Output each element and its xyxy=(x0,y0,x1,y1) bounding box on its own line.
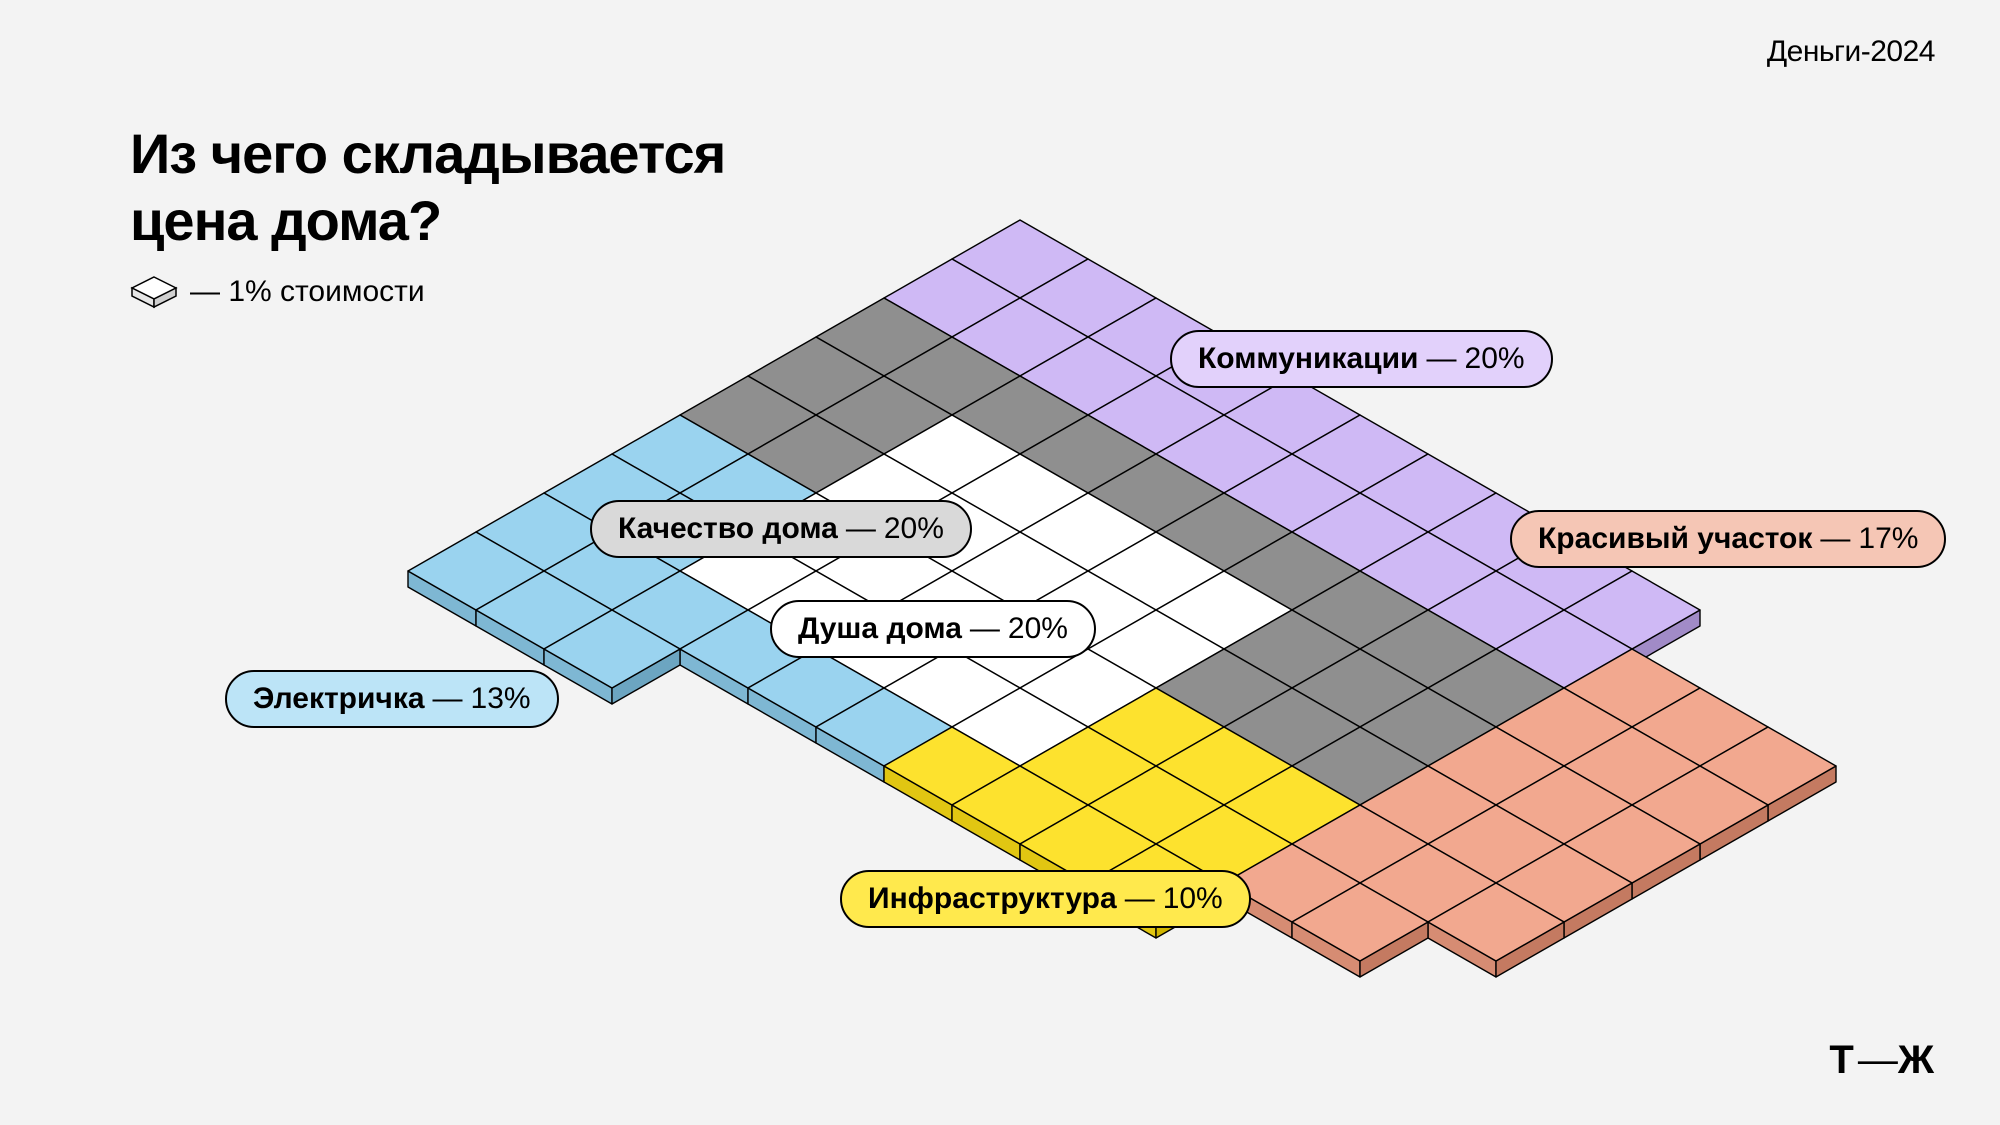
pill-value: 20% xyxy=(1008,612,1068,646)
pill-separator: — xyxy=(433,682,463,716)
pill-name: Красивый участок xyxy=(1538,522,1812,556)
brand-logo: Т—Ж xyxy=(1829,1038,1938,1083)
pill-name: Качество дома xyxy=(618,512,838,546)
pill-name: Коммуникации xyxy=(1198,342,1419,376)
label-pill-soul: Душа дома—20% xyxy=(770,600,1096,658)
label-pill-comms: Коммуникации—20% xyxy=(1170,330,1553,388)
label-pill-train: Электричка—13% xyxy=(225,670,559,728)
pill-name: Электричка xyxy=(253,682,425,716)
label-pill-plot: Красивый участок—17% xyxy=(1510,510,1946,568)
pill-name: Инфраструктура xyxy=(868,882,1117,916)
label-pill-quality: Качество дома—20% xyxy=(590,500,972,558)
pill-separator: — xyxy=(970,612,1000,646)
pill-value: 17% xyxy=(1858,522,1918,556)
label-pill-infra: Инфраструктура—10% xyxy=(840,870,1251,928)
header-tag: Деньги-2024 xyxy=(1767,35,1935,69)
pill-separator: — xyxy=(1820,522,1850,556)
pill-name: Душа дома xyxy=(798,612,962,646)
pill-value: 20% xyxy=(1465,342,1525,376)
pill-separator: — xyxy=(1427,342,1457,376)
pill-separator: — xyxy=(1125,882,1155,916)
infographic-canvas: Деньги-2024 Из чего складывается цена до… xyxy=(0,0,2000,1125)
pill-value: 10% xyxy=(1163,882,1223,916)
pill-value: 20% xyxy=(884,512,944,546)
legend-tile-icon xyxy=(130,275,178,309)
pill-separator: — xyxy=(846,512,876,546)
pill-value: 13% xyxy=(471,682,531,716)
isometric-tile-chart: Коммуникации—20%Качество дома—20%Красивы… xyxy=(190,140,1890,1040)
